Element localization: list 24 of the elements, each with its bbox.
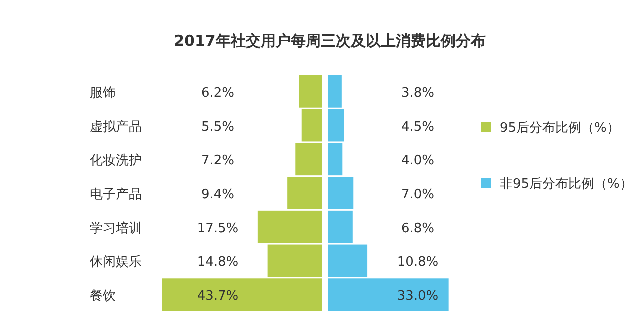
data-label: 4.5% <box>401 120 435 135</box>
data-label: 33.0% <box>397 289 439 304</box>
legend-label: 非95后分布比例（%） <box>500 177 633 192</box>
y-tick-label: 餐饮 <box>90 289 116 304</box>
y-tick-label: 学习培训 <box>90 221 142 236</box>
data-label: 5.5% <box>201 120 235 135</box>
chart-title: 2017年社交用户每周三次及以上消费比例分布 <box>174 32 486 50</box>
y-tick-label: 化妆洗护 <box>90 154 142 169</box>
data-label: 17.5% <box>197 221 239 236</box>
data-label: 4.0% <box>401 154 435 169</box>
y-tick-label: 服饰 <box>90 86 116 101</box>
y-tick-label: 休闲娱乐 <box>90 255 142 270</box>
data-label: 7.0% <box>401 188 435 202</box>
y-tick-label: 虚拟产品 <box>90 120 142 135</box>
data-label: 7.2% <box>201 154 235 169</box>
data-label: 14.8% <box>197 255 239 270</box>
data-label: 6.8% <box>401 221 435 236</box>
data-label: 3.8% <box>401 86 435 101</box>
data-label: 9.4% <box>201 188 235 202</box>
legend-label: 95后分布比例（%） <box>500 121 620 136</box>
data-label: 43.7% <box>197 289 239 304</box>
data-label: 10.8% <box>397 255 439 270</box>
y-tick-label: 电子产品 <box>90 188 142 202</box>
data-label: 6.2% <box>201 86 235 101</box>
